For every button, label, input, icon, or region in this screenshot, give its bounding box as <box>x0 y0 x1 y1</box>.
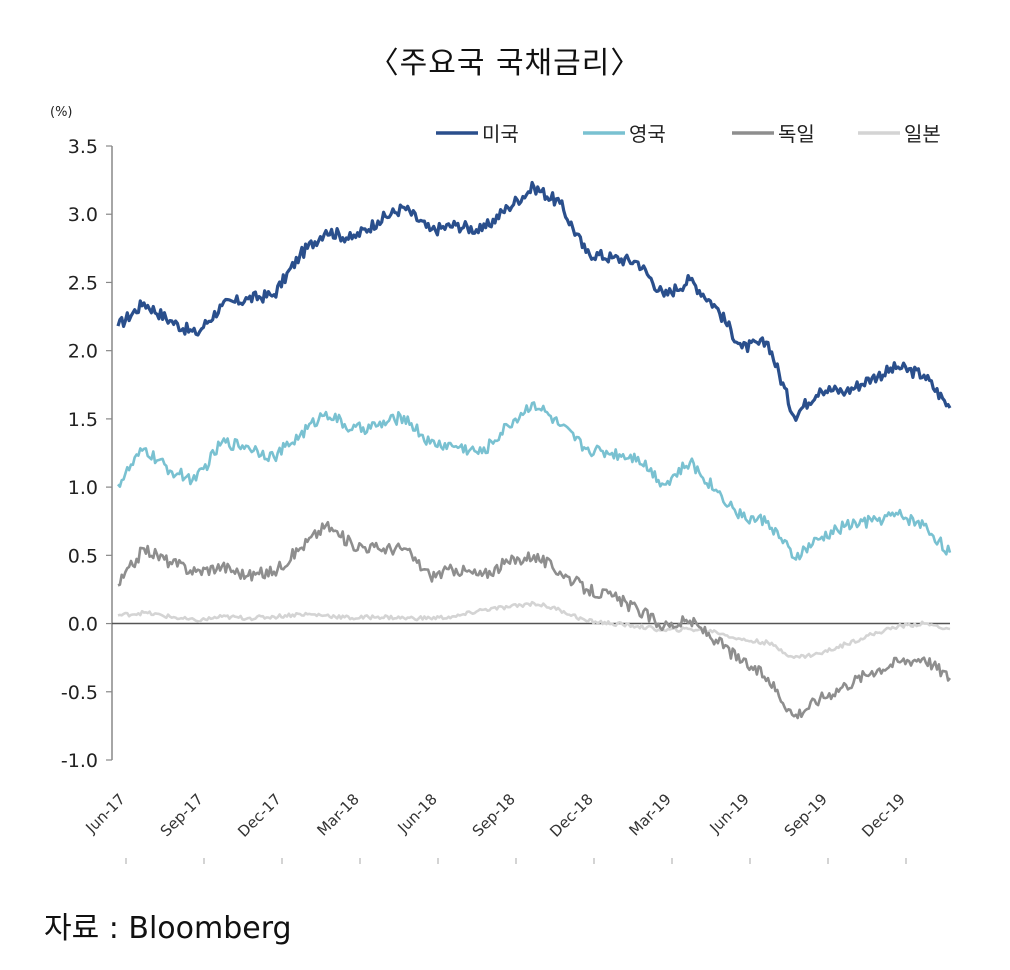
legend-label-4: 일본 <box>904 122 941 146</box>
series-line-4 <box>117 600 951 659</box>
y-tick-label: 2.5 <box>68 272 98 294</box>
series-line-3 <box>117 520 952 720</box>
legend-label-2: 영국 <box>629 122 666 146</box>
legend-label-3: 독일 <box>778 122 815 146</box>
y-tick-label: 2.0 <box>68 341 98 363</box>
x-tick-label: Jun-17 <box>81 790 128 837</box>
series-line-1 <box>116 180 952 422</box>
y-tick-label: 1.0 <box>68 477 98 499</box>
x-axis-ticks: Jun-17 Sep-17 Dec-17 Mar-18 Jun-18 Sep-18 Dec-… <box>81 790 909 864</box>
x-tick-label: Mar-19 <box>625 790 674 839</box>
legend-label-1: 미국 <box>482 122 519 146</box>
x-tick-label: Dec-18 <box>546 790 597 841</box>
y-axis-ticks: 3.5 3.0 2.5 2.0 1.5 1.0 0.5 0.0 -0.5 -1.0 <box>61 136 112 772</box>
x-tick-label: Sep-17 <box>157 790 207 840</box>
y-tick-label: -0.5 <box>61 682 98 704</box>
y-tick-label: -1.0 <box>61 750 98 772</box>
x-tick-label: Sep-19 <box>781 790 831 840</box>
x-tick-label: Jun-18 <box>393 790 440 837</box>
x-tick-label: Dec-19 <box>858 790 909 841</box>
legend: 미국 영국 독일 일본 <box>436 122 941 146</box>
y-tick-label: 1.5 <box>68 409 98 431</box>
source-note: 자료 : Bloomberg <box>44 911 292 946</box>
series-lines <box>116 180 952 720</box>
y-tick-label: 3.0 <box>68 204 98 226</box>
y-tick-label: 0.5 <box>68 545 98 567</box>
x-tick-label: Mar-18 <box>313 790 362 839</box>
x-tick-label: Dec-17 <box>234 790 285 841</box>
y-tick-label: 0.0 <box>68 614 98 636</box>
series-line-2 <box>117 401 952 561</box>
x-tick-label: Sep-18 <box>469 790 519 840</box>
y-tick-label: 3.5 <box>68 136 98 158</box>
x-tick-label: Jun-19 <box>705 790 752 837</box>
chart-title: 〈주요국 국채금리〉 <box>368 46 642 81</box>
axes: (%) <box>50 105 950 760</box>
y-axis-unit: (%) <box>50 105 73 120</box>
